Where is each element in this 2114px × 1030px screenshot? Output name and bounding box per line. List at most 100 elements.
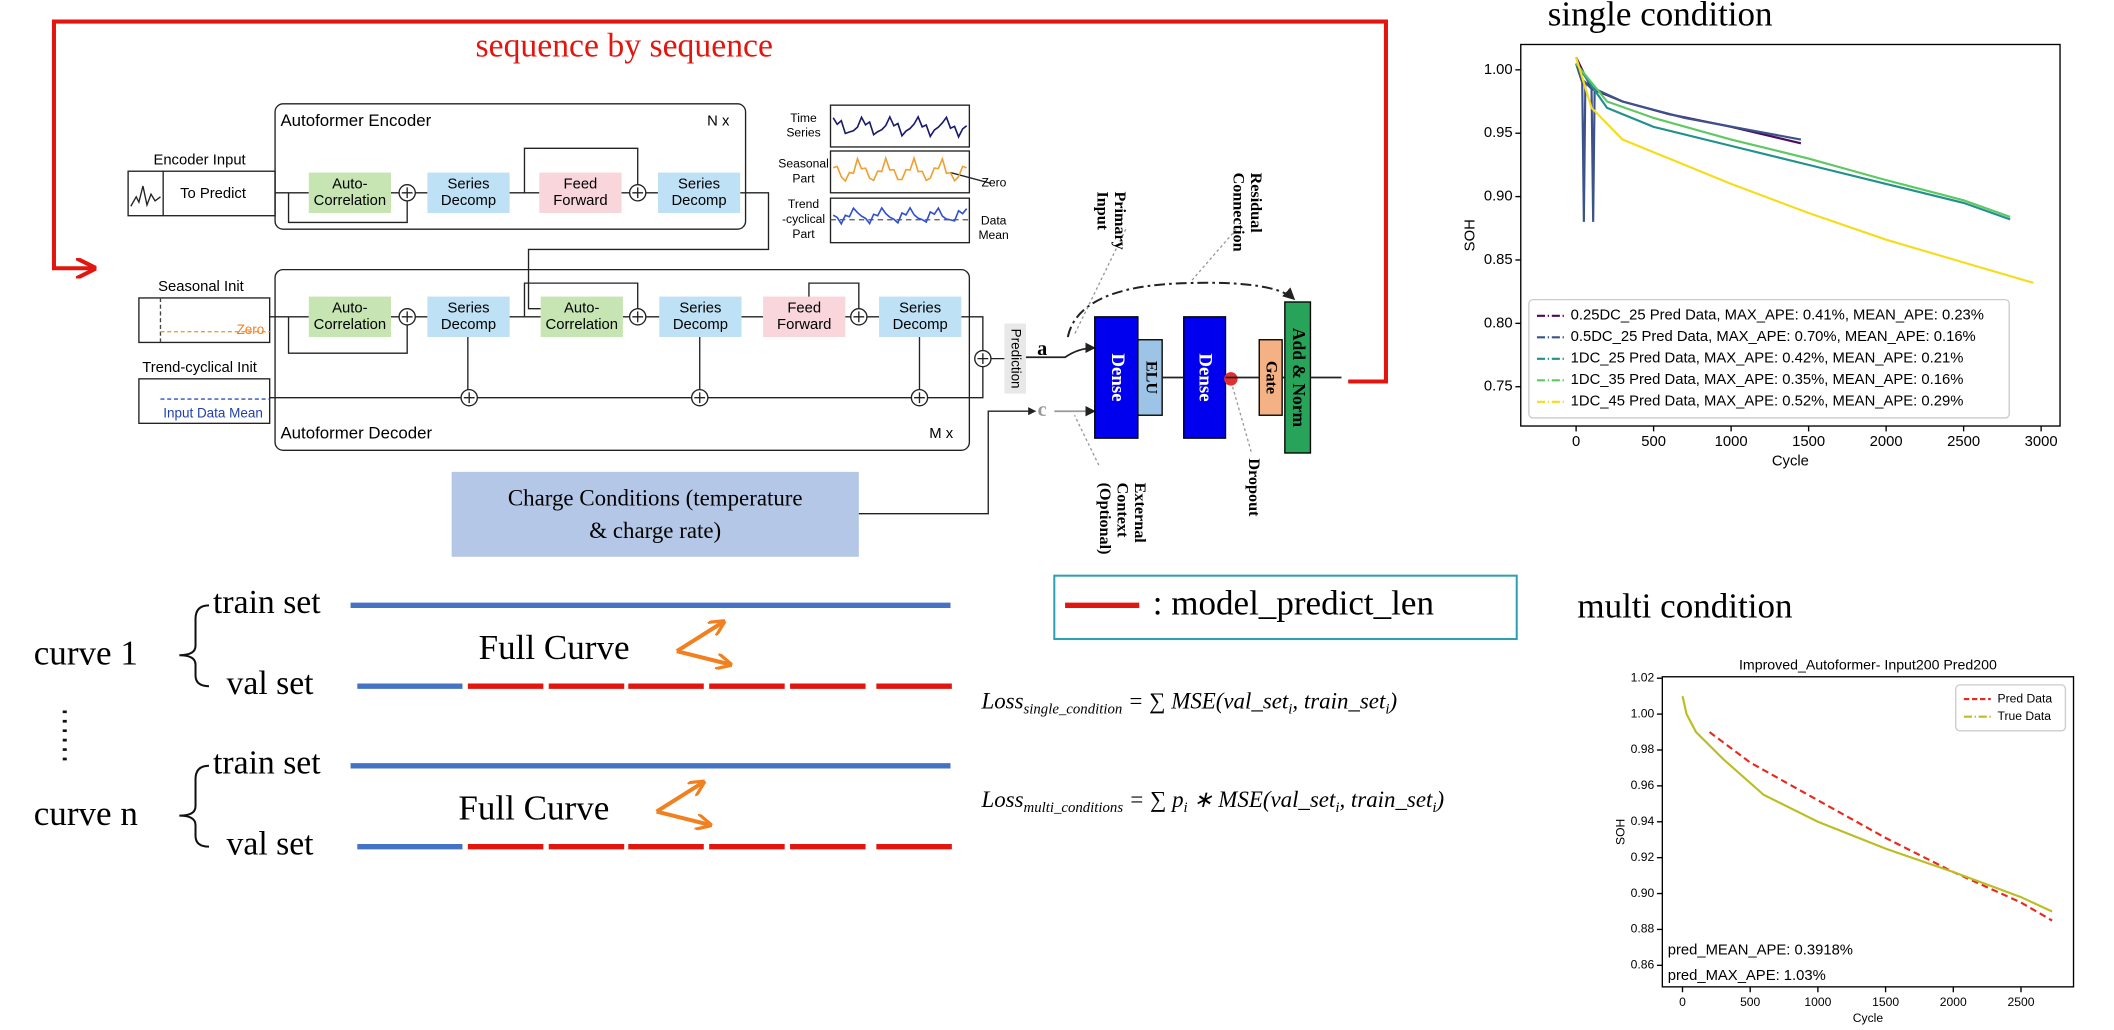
seasonal-init-box <box>138 297 271 344</box>
formula-part: multi_conditions <box>1024 800 1124 816</box>
formula-part: = ∑ MSE(val_set <box>1122 689 1289 714</box>
formula-part: , train_set <box>1339 787 1433 812</box>
prediction-label: Prediction <box>1009 329 1024 389</box>
chart-heading: multi condition <box>1577 586 1792 625</box>
block-label: Series <box>678 177 720 193</box>
group: Dense <box>1107 353 1128 401</box>
formula-part: i <box>1288 702 1292 718</box>
y-tick-label: 0.95 <box>1484 125 1513 141</box>
curves: curve 1 train set val set Full Curve curve n… <box>34 584 952 862</box>
block <box>308 296 392 338</box>
residual-label: ResidualConnection <box>1230 173 1265 252</box>
x-tick-label: 500 <box>1740 995 1760 1009</box>
block <box>427 172 510 214</box>
prediction-box <box>1004 323 1026 394</box>
legend-box <box>829 150 971 194</box>
x-tick-label: 0 <box>1679 995 1686 1009</box>
val-label: val set <box>227 665 315 702</box>
legend-label: 0.5DC_25 Pred Data, MAX_APE: 0.70%, MEAN… <box>1571 329 1976 345</box>
x-tick-label: 2000 <box>1870 434 1903 450</box>
legend-label: -cyclical <box>782 212 825 226</box>
note-box <box>1053 574 1518 641</box>
mean-label: Input Data Mean <box>163 405 263 420</box>
block-label: Decomp <box>671 193 726 209</box>
formula-part: ) <box>1435 787 1445 812</box>
group: Prediction <box>1009 329 1024 389</box>
text-line: Residual <box>1247 173 1264 234</box>
dense-layer <box>1094 316 1139 439</box>
adder-sign <box>401 187 413 199</box>
y-tick-label: 0.94 <box>1631 814 1655 828</box>
input-c: c <box>1038 399 1047 421</box>
charge-link <box>858 407 1037 515</box>
series-line <box>1575 62 2011 218</box>
legend-label: Part <box>792 227 815 241</box>
encoder-links <box>275 147 658 224</box>
arrow <box>676 649 731 664</box>
charge-box <box>451 471 859 557</box>
encoder-input-text: To Predict <box>180 186 246 202</box>
x-tick-label: 3000 <box>2025 434 2058 450</box>
legend-label: 0.25DC_25 Pred Data, MAX_APE: 0.41%, MEA… <box>1571 308 1984 324</box>
chart: multi condition Improved_Autoformer- Inpu… <box>1577 586 2075 1025</box>
formula-part: , train_set <box>1292 689 1386 714</box>
block <box>657 172 741 214</box>
adder-sign <box>632 187 644 199</box>
y-tick-label: 0.80 <box>1484 315 1513 331</box>
brace <box>179 764 210 848</box>
block-label: Auto- <box>564 301 599 317</box>
y-tick-label: 0.85 <box>1484 252 1513 268</box>
series-line <box>1575 56 2034 284</box>
x-axis-label: Cycle <box>1853 1011 1884 1025</box>
formula-part: ) <box>1387 689 1397 714</box>
block-label: Forward <box>553 193 607 209</box>
text-line: External <box>1132 483 1149 544</box>
legend-label: True Data <box>1998 709 2052 723</box>
formula-part: i <box>1335 800 1339 816</box>
legend-label: Seasonal <box>778 157 829 171</box>
charge-text: & charge rate) <box>589 518 721 543</box>
legend-label: Trend <box>788 197 819 211</box>
decoder-box <box>274 268 971 451</box>
block-label: Series <box>679 301 721 317</box>
adder-sign <box>401 311 413 323</box>
y-tick-label: 0.98 <box>1631 742 1655 756</box>
link <box>1025 342 1096 359</box>
block-label: Decomp <box>441 193 496 209</box>
legend-label: 1DC_45 Pred Data, MAX_APE: 0.52%, MEAN_A… <box>1571 394 1964 410</box>
context-label: ExternalContext(Optional) <box>1096 483 1148 555</box>
layer-label: Add & Norm <box>1289 328 1309 428</box>
y-tick-label: 0.86 <box>1631 958 1655 972</box>
group: ResidualConnection <box>1230 173 1265 252</box>
group: PrimaryInput <box>1094 191 1129 249</box>
block-label: Decomp <box>441 317 496 333</box>
y-axis-label: SOH <box>1613 819 1627 845</box>
block-label: Feed <box>564 177 598 193</box>
train-label: train set <box>213 744 321 781</box>
formula-part: single_condition <box>1024 702 1123 718</box>
trend-init-label: Trend-cyclical Init <box>142 360 257 376</box>
legend-label: Pred Data <box>1998 691 2053 705</box>
group: Add & Norm <box>1289 328 1309 428</box>
brace <box>179 604 210 688</box>
leader <box>950 171 992 185</box>
val-label: val set <box>227 825 315 862</box>
formula-part: Loss <box>981 787 1024 812</box>
group: ELU <box>1142 361 1159 395</box>
waveform <box>832 155 967 183</box>
train-label: train set <box>213 584 321 621</box>
blocks: Auto-CorrelationSeriesDecompFeedForwardS… <box>308 172 962 338</box>
adders <box>398 184 992 407</box>
decoder-repeat: M x <box>929 426 953 442</box>
text-line: Input <box>1094 191 1111 230</box>
y-tick-label: 0.88 <box>1631 922 1655 936</box>
encoder-repeat: N x <box>707 113 730 129</box>
decomposition-legend: Time Series Seasonal Part Trend -cyclica… <box>778 104 1009 244</box>
block <box>879 296 962 338</box>
block-label: Correlation <box>314 317 386 333</box>
block-label: Auto- <box>332 177 367 193</box>
block-label: Series <box>448 177 490 193</box>
x-tick-label: 1000 <box>1715 434 1748 450</box>
mean-label: Data <box>981 213 1007 227</box>
group: ExternalContext(Optional) <box>1096 483 1148 555</box>
